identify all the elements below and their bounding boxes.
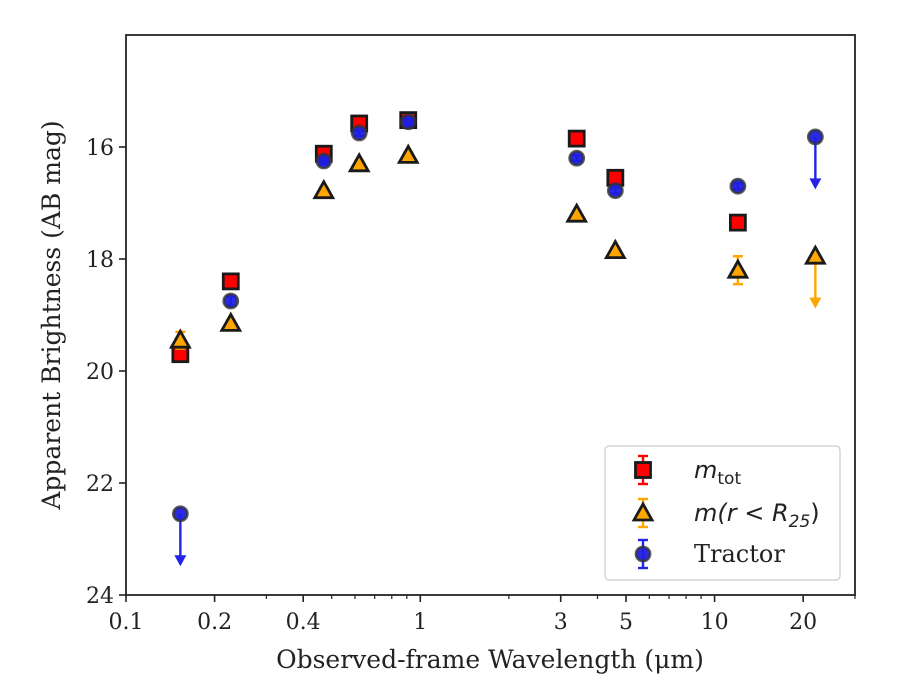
triangle-point (219, 311, 243, 332)
x-tick-label: 10 (701, 610, 729, 635)
triangle-point (803, 244, 827, 265)
triangle-point (396, 143, 420, 164)
square-point (221, 272, 240, 291)
x-tick-label: 5 (619, 610, 633, 635)
legend-label: Tractor (694, 540, 785, 568)
circle-point (606, 182, 624, 200)
legend-triangle-marker (631, 501, 655, 522)
circle-point (806, 128, 824, 146)
triangle-point (168, 328, 192, 349)
upper-limit-arrowhead (809, 178, 822, 190)
upper-limit-arrowhead (809, 297, 822, 309)
upper-limit-arrowhead (174, 555, 187, 567)
legend-circle-marker (634, 545, 652, 563)
x-tick-label: 1 (413, 610, 427, 635)
y-tick-label: 18 (86, 248, 114, 273)
square-point (728, 213, 747, 232)
plot-frame (125, 34, 856, 596)
y-tick-label: 22 (86, 472, 114, 497)
y-tick-label: 20 (86, 360, 114, 385)
legend-label: m(r < R25) (694, 499, 820, 532)
triangle-point (347, 151, 371, 173)
x-axis-label: Observed-frame Wavelength (μm) (276, 645, 704, 674)
legend: mtot m(r < R25) Tractor (604, 445, 841, 581)
circle-point (315, 152, 333, 170)
circle-point (171, 505, 189, 523)
y-tick-label: 16 (86, 136, 114, 161)
square-point (567, 129, 586, 148)
legend-square-marker (634, 461, 652, 479)
series-square (171, 111, 747, 364)
triangle-point (312, 178, 336, 200)
triangle-point (565, 202, 589, 223)
triangle-point (603, 238, 627, 260)
triangle-point (726, 258, 750, 279)
circle-point (729, 177, 747, 195)
x-tick-label: 0.4 (286, 610, 321, 635)
x-tick-label: 3 (554, 610, 568, 635)
axis-ticks: 0.1 0.2 0.4 1 3 5 10 20 16 18 20 22 24 (86, 136, 856, 635)
legend-label: mtot (694, 456, 741, 489)
x-tick-label: 0.1 (109, 610, 144, 635)
x-tick-label: 0.2 (197, 610, 232, 635)
circle-point (222, 292, 240, 310)
y-axis-label: Apparent Brightness (AB mag) (37, 120, 66, 510)
y-tick-label: 24 (86, 584, 114, 609)
circle-point (399, 113, 417, 131)
circle-point (350, 124, 368, 142)
x-tick-label: 20 (789, 610, 817, 635)
circle-point (568, 149, 586, 167)
series-circle (171, 113, 824, 567)
series-triangle (168, 143, 827, 350)
legend-box (604, 445, 841, 581)
data-marks (168, 111, 827, 567)
